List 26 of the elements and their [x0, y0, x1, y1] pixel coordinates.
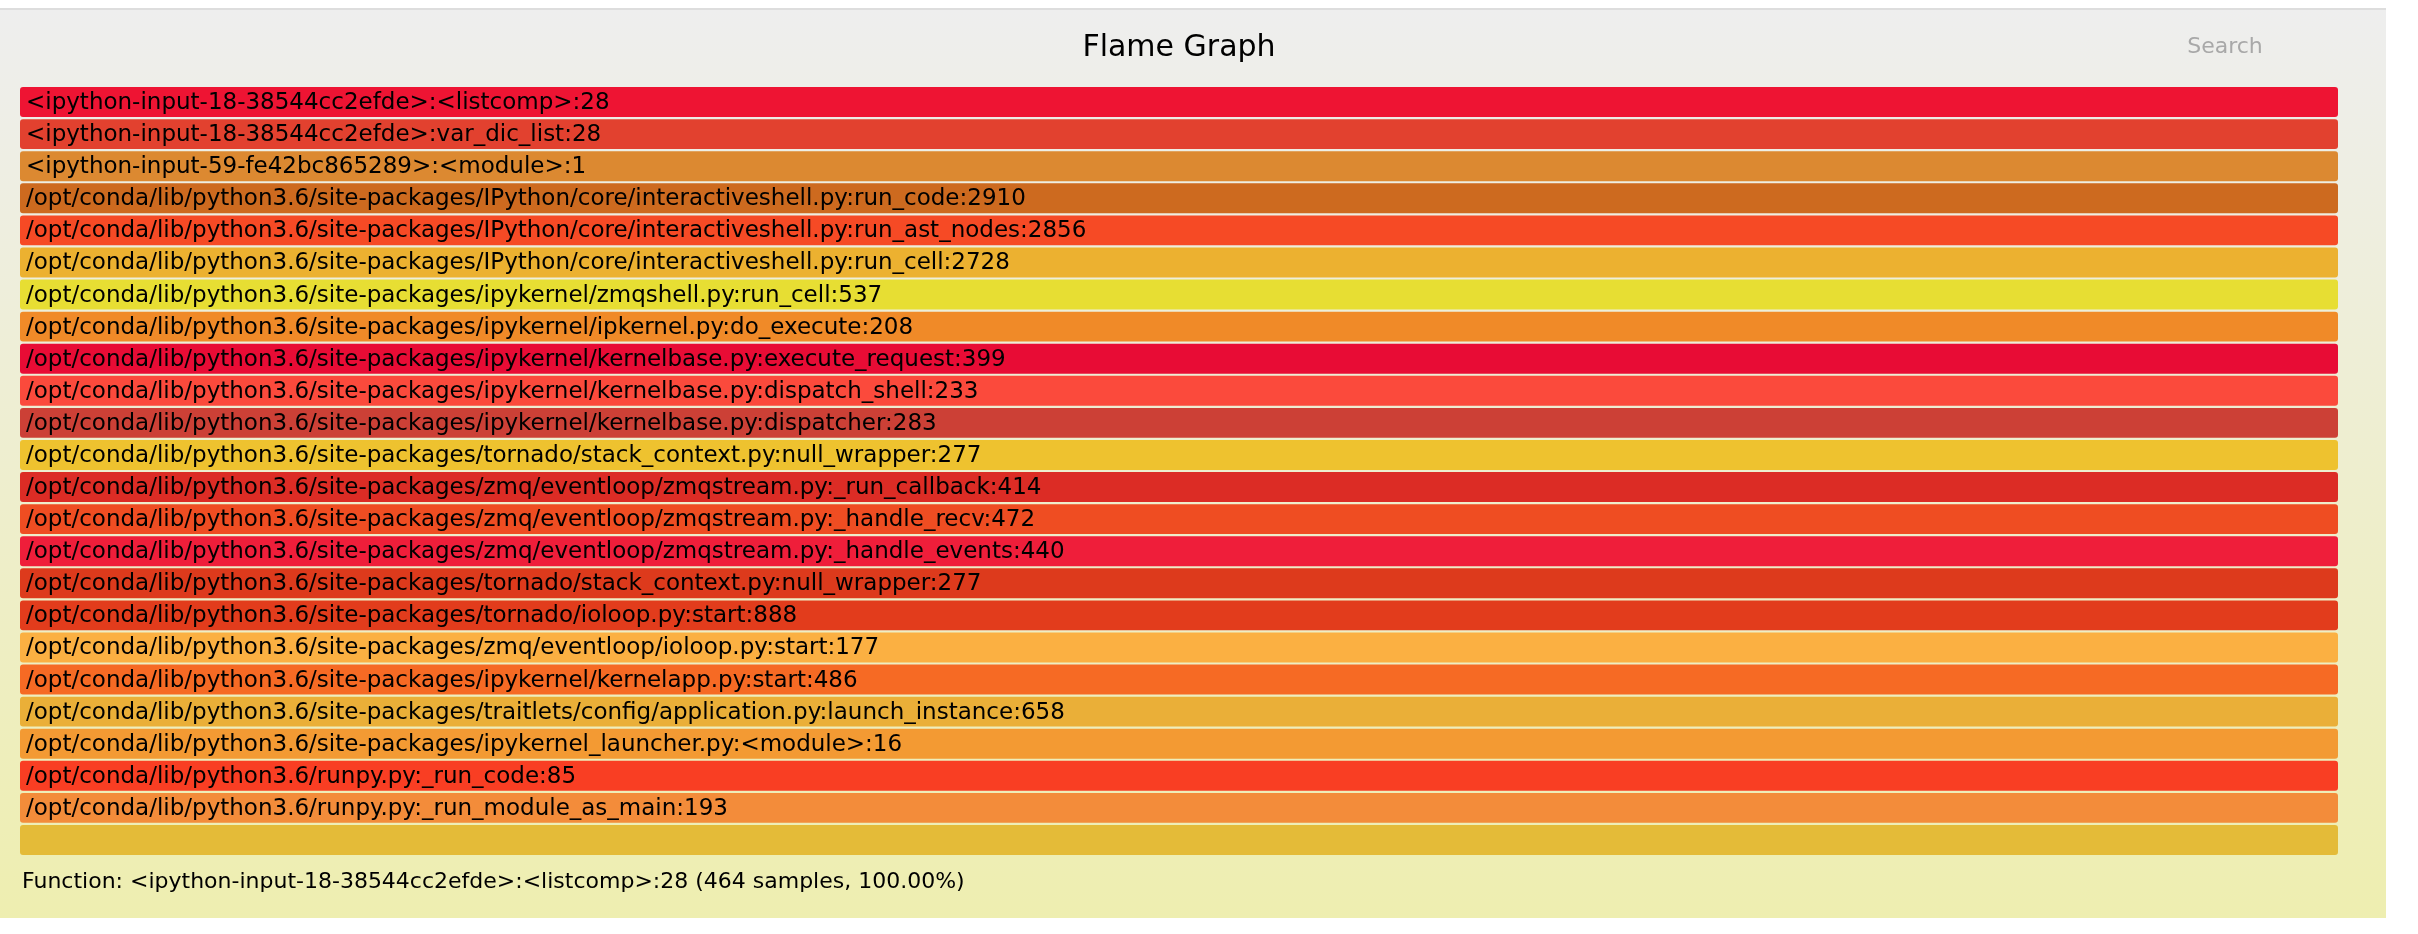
y-tick-label: /opt/conda/lib/python3.6/site-packages/ipykernel/kernelbase.py:dispatcher:283 — [26, 408, 937, 435]
y-tick-label: /opt/conda/lib/python3.6/site-packages/ipykernel_launcher.py:<module>:16 — [26, 729, 903, 756]
y-tick-label: /opt/conda/lib/python3.6/site-packages/ipykernel/zmqshell.py:run_cell:537 — [26, 280, 883, 307]
y-tick-label: /opt/conda/lib/python3.6/site-packages/ipykernel/kernelbase.py:execute_request:399 — [26, 344, 1006, 371]
text: Search — [2187, 32, 2263, 58]
y-tick-label: /opt/conda/lib/python3.6/site-packages/zmq/eventloop/zmqstream.py:_run_callback:414 — [26, 473, 1042, 500]
y-tick-label: /opt/conda/lib/python3.6/site-packages/ipykernel/ipkernel.py:do_execute:208 — [26, 312, 914, 339]
y-tick-label: /opt/conda/lib/python3.6/site-packages/IPython/core/interactiveshell.py:run_ast_nodes:2856 — [26, 216, 1087, 243]
y-tick-label: /opt/conda/lib/python3.6/site-packages/zmq/eventloop/zmqstream.py:_handle_recv:472 — [26, 505, 1036, 532]
y-tick-label: /opt/conda/lib/python3.6/site-packages/ipykernel/kernelbase.py:dispatch_shell:233 — [26, 376, 979, 403]
chart-title: Flame Graph — [1082, 27, 1276, 63]
y-tick-label: /opt/conda/lib/python3.6/site-packages/ipykernel/kernelapp.py:start:486 — [26, 665, 858, 692]
y-tick-label: /opt/conda/lib/python3.6/runpy.py:_run_code:85 — [26, 761, 577, 788]
y-tick-label: /opt/conda/lib/python3.6/site-packages/IPython/core/interactiveshell.py:run_code:2910 — [26, 184, 1026, 211]
y-tick-label: <ipython-input-18-38544cc2efde>:<listcomp>:28 — [26, 88, 610, 115]
y-tick-label: /opt/conda/lib/python3.6/site-packages/traitlets/config/application.py:launch_instance:658 — [26, 697, 1065, 724]
y-tick-label: <ipython-input-18-38544cc2efde>:var_dic_list:28 — [26, 120, 602, 147]
y-tick-label: <ipython-input-59-fe42bc865289>:<module>:1 — [26, 152, 587, 179]
y-tick-label: /opt/conda/lib/python3.6/site-packages/tornado/ioloop.py:start:888 — [26, 601, 798, 628]
y-tick-label: /opt/conda/lib/python3.6/runpy.py:_run_module_as_main:193 — [26, 793, 728, 820]
y-tick-label: /opt/conda/lib/python3.6/site-packages/tornado/stack_context.py:null_wrapper:277 — [26, 440, 982, 467]
text: Function: <ipython-input-18-38544cc2efde>:<listcomp>:28 (464 samples, 100.00%) — [22, 867, 965, 893]
y-tick-label: /opt/conda/lib/python3.6/site-packages/IPython/core/interactiveshell.py:run_cell:2728 — [26, 248, 1010, 275]
y-tick-label: /opt/conda/lib/python3.6/site-packages/zmq/eventloop/ioloop.py:start:177 — [26, 633, 880, 660]
y-tick-label: /opt/conda/lib/python3.6/site-packages/zmq/eventloop/zmqstream.py:_handle_events:440 — [26, 537, 1065, 564]
y-tick-label: /opt/conda/lib/python3.6/site-packages/tornado/stack_context.py:null_wrapper:277 — [26, 569, 982, 596]
